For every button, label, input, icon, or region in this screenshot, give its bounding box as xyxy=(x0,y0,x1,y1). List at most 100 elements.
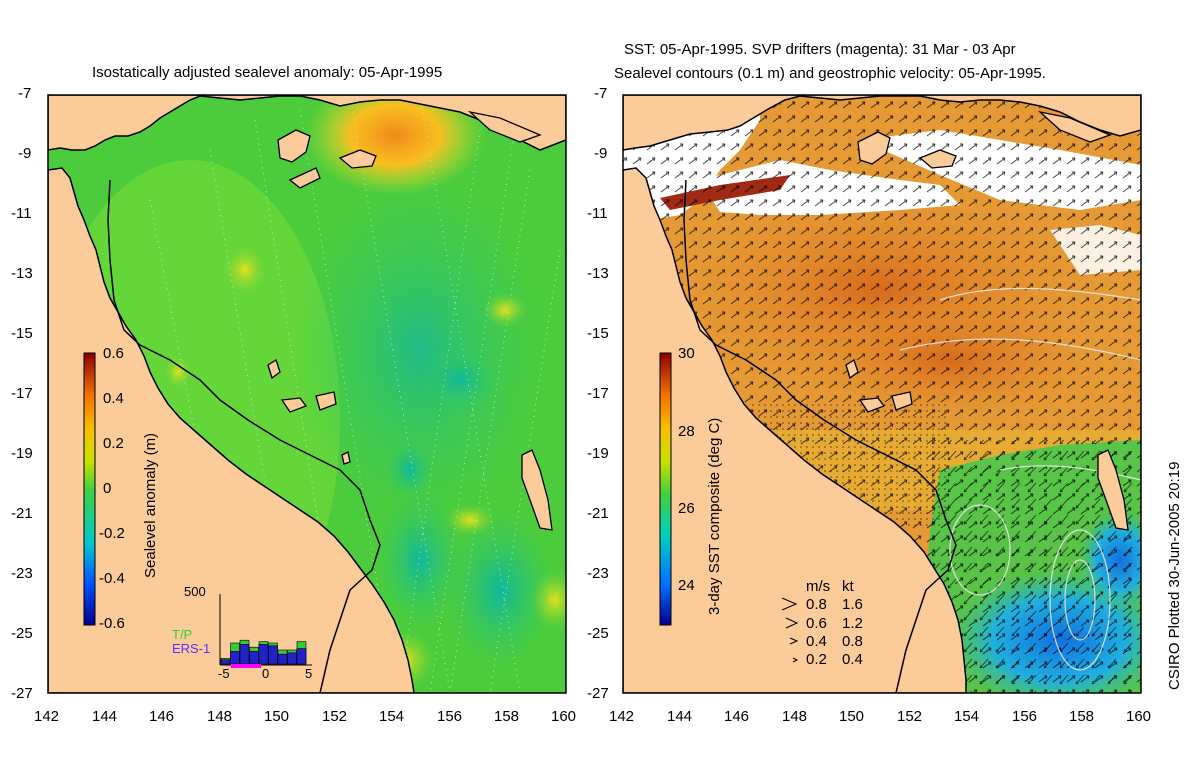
left-lon-tick: 150 xyxy=(264,708,290,725)
inset-bar-ers xyxy=(296,648,307,665)
left-sea-anomaly-blob xyxy=(290,170,550,530)
right-lon-tick: 142 xyxy=(609,708,635,725)
left-sea-positive-blob xyxy=(305,95,485,195)
left-land-islet xyxy=(280,397,308,413)
left-colorbar-label: Sealevel anomaly (m) xyxy=(142,432,159,578)
left-land-islet xyxy=(521,449,553,531)
right-lat-tick: -13 xyxy=(587,265,609,282)
left-lat-tick: -17 xyxy=(11,385,33,402)
left-lat-tick: -9 xyxy=(18,145,32,162)
left-sea-positive-blob xyxy=(483,292,527,328)
left-lat-tick: -19 xyxy=(11,445,33,462)
right-map-title-line1: SST: 05-Apr-1995. SVP drifters (magenta)… xyxy=(624,41,1016,58)
left-inset-histogram xyxy=(219,594,312,668)
left-map-frame xyxy=(47,94,567,694)
inset-bar-ers xyxy=(239,644,250,665)
left-land-islet xyxy=(341,451,351,465)
left-sea-anomaly-blob xyxy=(445,510,555,670)
left-land-islet xyxy=(315,391,337,411)
left-lat-tick: -13 xyxy=(11,265,33,282)
right-lon-tick: 144 xyxy=(667,708,693,725)
right-colorbar-label: 3-day SST composite (deg C) xyxy=(706,417,723,615)
right-colorbar-tick: 30 xyxy=(678,345,695,362)
right-colorbar xyxy=(659,352,672,626)
left-lon-tick: 148 xyxy=(207,708,233,725)
right-colorbar-tick: 28 xyxy=(678,423,695,440)
left-sea-positive-blob xyxy=(530,570,566,630)
inset-xtick: -5 xyxy=(218,666,230,681)
right-land-island xyxy=(1037,110,1112,143)
left-colorbar-tick: 0.4 xyxy=(103,390,124,407)
left-sea-anomaly-blob xyxy=(420,350,500,410)
right-lat-tick: -11 xyxy=(587,205,608,222)
right-lat-tick: -21 xyxy=(587,505,609,522)
inset-date-marker xyxy=(231,664,261,668)
left-sea-positive-blob xyxy=(445,504,495,536)
left-shelf-edge-contour xyxy=(107,179,381,693)
left-lat-tick: -15 xyxy=(11,325,33,342)
right-land-islet xyxy=(1097,449,1129,531)
velocity-legend-header-kt: kt xyxy=(842,578,854,595)
velocity-legend-ms: 0.2 xyxy=(806,651,827,668)
right-lon-tick: 156 xyxy=(1012,708,1038,725)
inset-bar-ers xyxy=(230,651,240,665)
plot-credit: CSIRO Plotted 30-Jun-2005 20:19 xyxy=(1166,461,1183,690)
right-lon-tick: 158 xyxy=(1069,708,1095,725)
inset-bar-ers xyxy=(287,652,297,665)
right-map-panel xyxy=(623,95,1141,693)
inset-xtick: 0 xyxy=(262,666,270,681)
left-colorbar-tick: -0.6 xyxy=(99,615,125,632)
right-land-islet xyxy=(845,359,859,380)
left-colorbar-tick: 0 xyxy=(103,480,112,497)
right-shelf-edge-contour xyxy=(683,179,957,693)
velocity-legend-kt: 0.4 xyxy=(842,651,863,668)
velocity-legend-kt: 1.6 xyxy=(842,596,863,613)
velocity-legend-ms: 0.8 xyxy=(806,596,827,613)
left-sea-anomaly-blob xyxy=(385,440,435,500)
left-sea-positive-blob xyxy=(164,356,192,388)
left-land-island xyxy=(467,110,542,143)
right-lon-tick: 150 xyxy=(839,708,865,725)
right-lat-tick: -25 xyxy=(587,625,609,642)
right-lon-tick: 146 xyxy=(724,708,750,725)
left-land-island xyxy=(288,167,321,189)
left-colorbar-tick: -0.2 xyxy=(99,525,125,542)
right-land-islet xyxy=(891,391,913,411)
left-lat-tick: -23 xyxy=(11,565,33,582)
right-land-island xyxy=(918,149,957,169)
inset-ymax-label: 500 xyxy=(184,584,206,599)
inset-bar-ers xyxy=(249,651,259,665)
velocity-legend-header-ms: m/s xyxy=(806,578,831,595)
right-lon-tick: 154 xyxy=(954,708,980,725)
inset-legend-ers: ERS-1 xyxy=(172,641,211,656)
left-lat-tick: -11 xyxy=(11,205,32,222)
left-map-title: Isostatically adjusted sealevel anomaly:… xyxy=(92,64,443,81)
velocity-legend-kt: 1.2 xyxy=(842,615,863,632)
left-land-island xyxy=(338,149,377,169)
right-colorbar-tick: 24 xyxy=(678,577,695,594)
right-lon-tick: 160 xyxy=(1126,708,1152,725)
right-map-title-line2: Sealevel contours (0.1 m) and geostrophi… xyxy=(614,65,1046,82)
right-lat-tick: -9 xyxy=(594,145,608,162)
velocity-legend-ms: 0.6 xyxy=(806,615,827,632)
left-lon-tick: 154 xyxy=(379,708,405,725)
left-map-panel xyxy=(48,95,566,693)
left-lon-tick: 144 xyxy=(92,708,118,725)
inset-bar-ers xyxy=(268,645,278,665)
right-sealevel-contours xyxy=(899,287,1141,671)
right-lat-tick: -7 xyxy=(594,85,608,102)
right-lon-tick: 148 xyxy=(782,708,808,725)
inset-bar-ers xyxy=(277,653,288,665)
right-land-islet xyxy=(858,397,886,413)
left-lon-tick: 142 xyxy=(34,708,60,725)
left-land-island xyxy=(277,129,311,163)
velocity-legend-arrows xyxy=(781,597,799,663)
right-lat-tick: -19 xyxy=(587,445,609,462)
left-sea-positive-blob xyxy=(223,245,267,295)
left-lon-tick: 146 xyxy=(149,708,175,725)
left-lat-tick: -7 xyxy=(18,85,32,102)
inset-bar-ers xyxy=(258,644,269,665)
left-colorbar xyxy=(83,352,96,626)
right-land-island xyxy=(857,131,891,165)
